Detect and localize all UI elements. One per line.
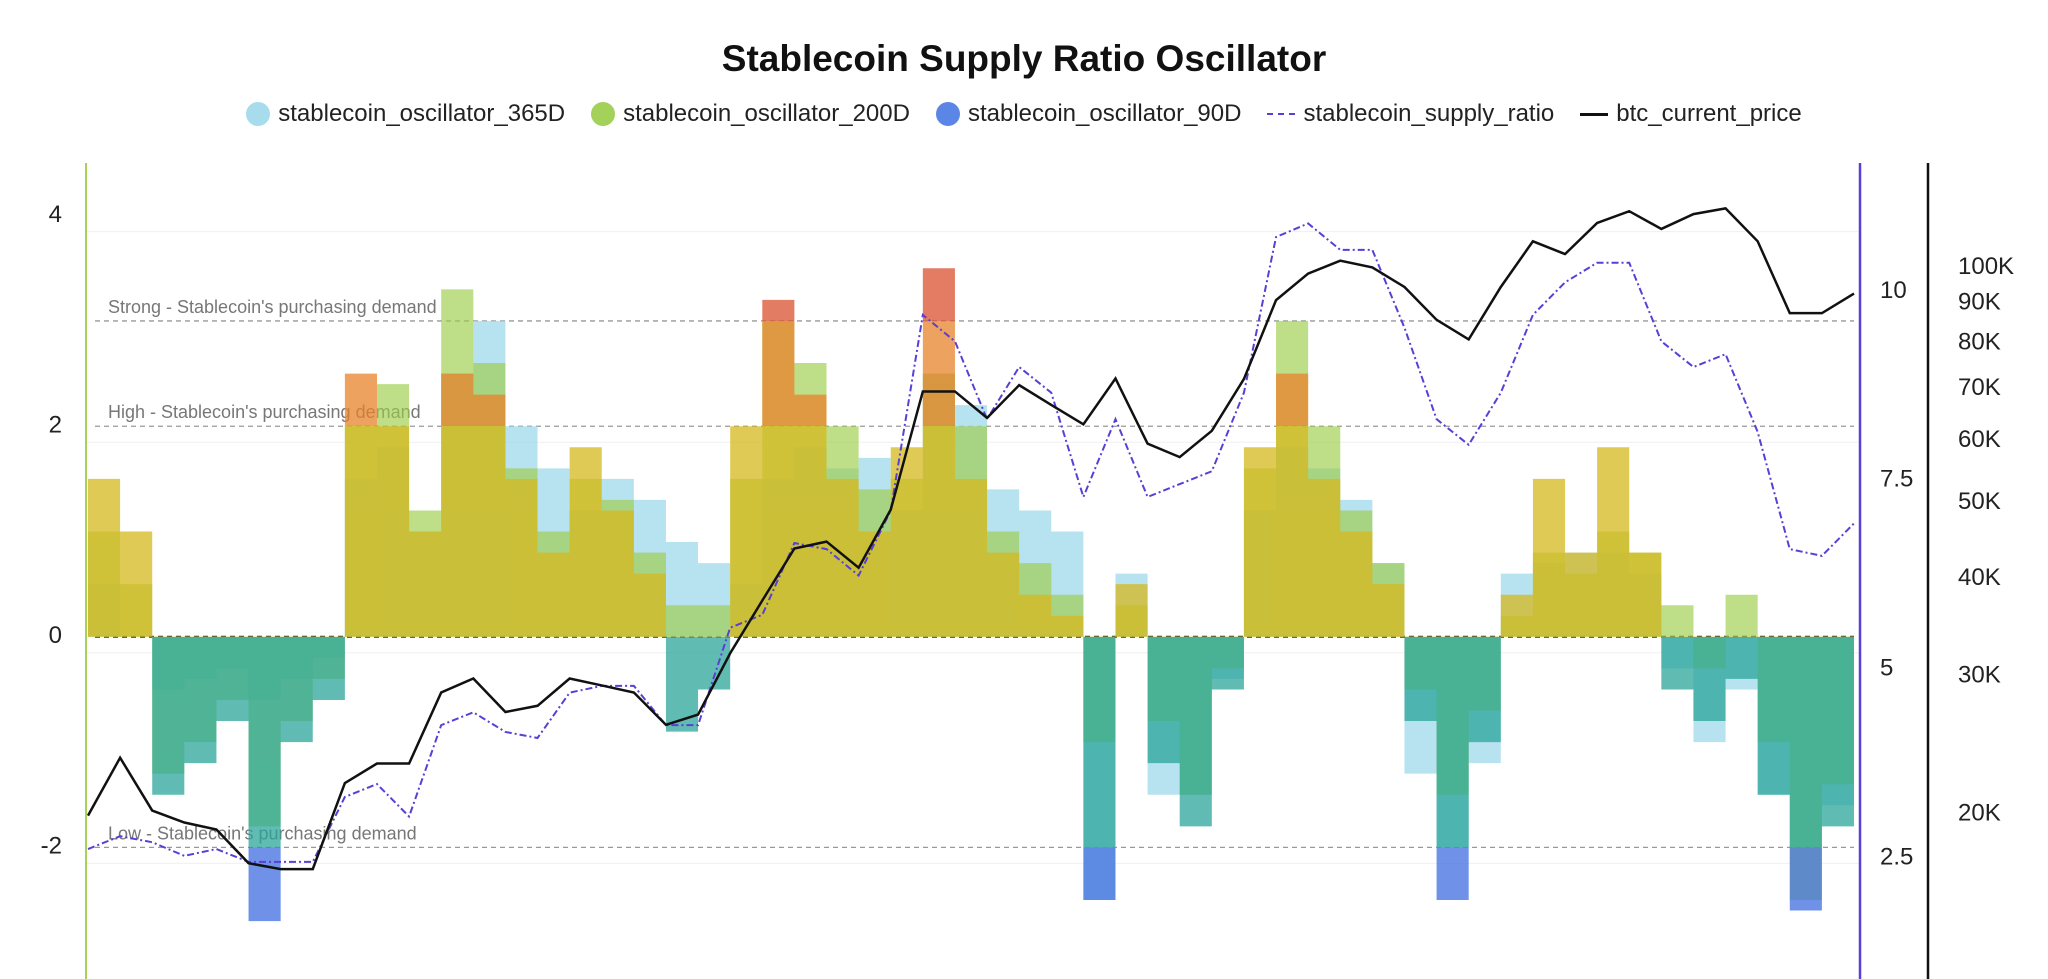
price-tick-label: 40K — [1958, 564, 2001, 591]
legend-swatch — [246, 102, 271, 126]
legend-item-btc[interactable]: btc_current_price — [1580, 100, 1802, 128]
legend-item-365d[interactable]: stablecoin_oscillator_365D — [246, 100, 565, 128]
legend-label: stablecoin_oscillator_365D — [278, 100, 566, 127]
price-tick-label: 80K — [1958, 329, 2001, 356]
line-stablecoin-supply-ratio — [87, 222, 1855, 863]
price-tick-label: 100K — [1958, 253, 2014, 280]
legend-label: btc_current_price — [1616, 100, 1802, 127]
legend-swatch — [591, 102, 616, 126]
legend: stablecoin_oscillator_365D stablecoin_os… — [0, 100, 2048, 128]
left-tick-label: 4 — [49, 201, 62, 228]
legend-label: stablecoin_supply_ratio — [1303, 100, 1555, 127]
price-tick-label: 50K — [1958, 488, 2001, 515]
legend-swatch — [1580, 112, 1609, 116]
legend-item-90d[interactable]: stablecoin_oscillator_90D — [935, 100, 1242, 128]
legend-swatch — [1267, 113, 1296, 115]
line-btc-current-price — [86, 206, 1855, 871]
ratio-tick-label: 7.5 — [1880, 466, 1913, 493]
legend-item-ssr[interactable]: stablecoin_supply_ratio — [1267, 100, 1554, 128]
price-tick-label: 30K — [1958, 662, 2001, 689]
price-tick-label: 60K — [1958, 426, 2001, 453]
price-tick-label: 20K — [1958, 799, 2001, 826]
price-tick-label: 70K — [1958, 374, 2001, 401]
reference-line-label: High - Stablecoin's purchasing demand — [108, 402, 421, 422]
reference-line-label: Strong - Stablecoin's purchasing demand — [108, 297, 437, 317]
ratio-tick-label: 10 — [1880, 277, 1907, 304]
legend-item-200d[interactable]: stablecoin_oscillator_200D — [591, 100, 910, 128]
legend-label: stablecoin_oscillator_90D — [967, 100, 1242, 127]
left-tick-label: 0 — [49, 622, 62, 649]
left-tick-label: 2 — [49, 412, 62, 439]
price-tick-label: 90K — [1958, 289, 2001, 316]
ratio-tick-label: 2.5 — [1880, 843, 1913, 870]
legend-swatch — [935, 102, 960, 126]
chart-title: Stablecoin Supply Ratio Oscillator — [721, 38, 1327, 79]
legend-label: stablecoin_oscillator_200D — [623, 100, 910, 127]
ratio-tick-label: 5 — [1880, 655, 1893, 682]
left-tick-label: -2 — [41, 833, 62, 860]
area-stablecoin-oscillator-90D — [88, 268, 1854, 922]
